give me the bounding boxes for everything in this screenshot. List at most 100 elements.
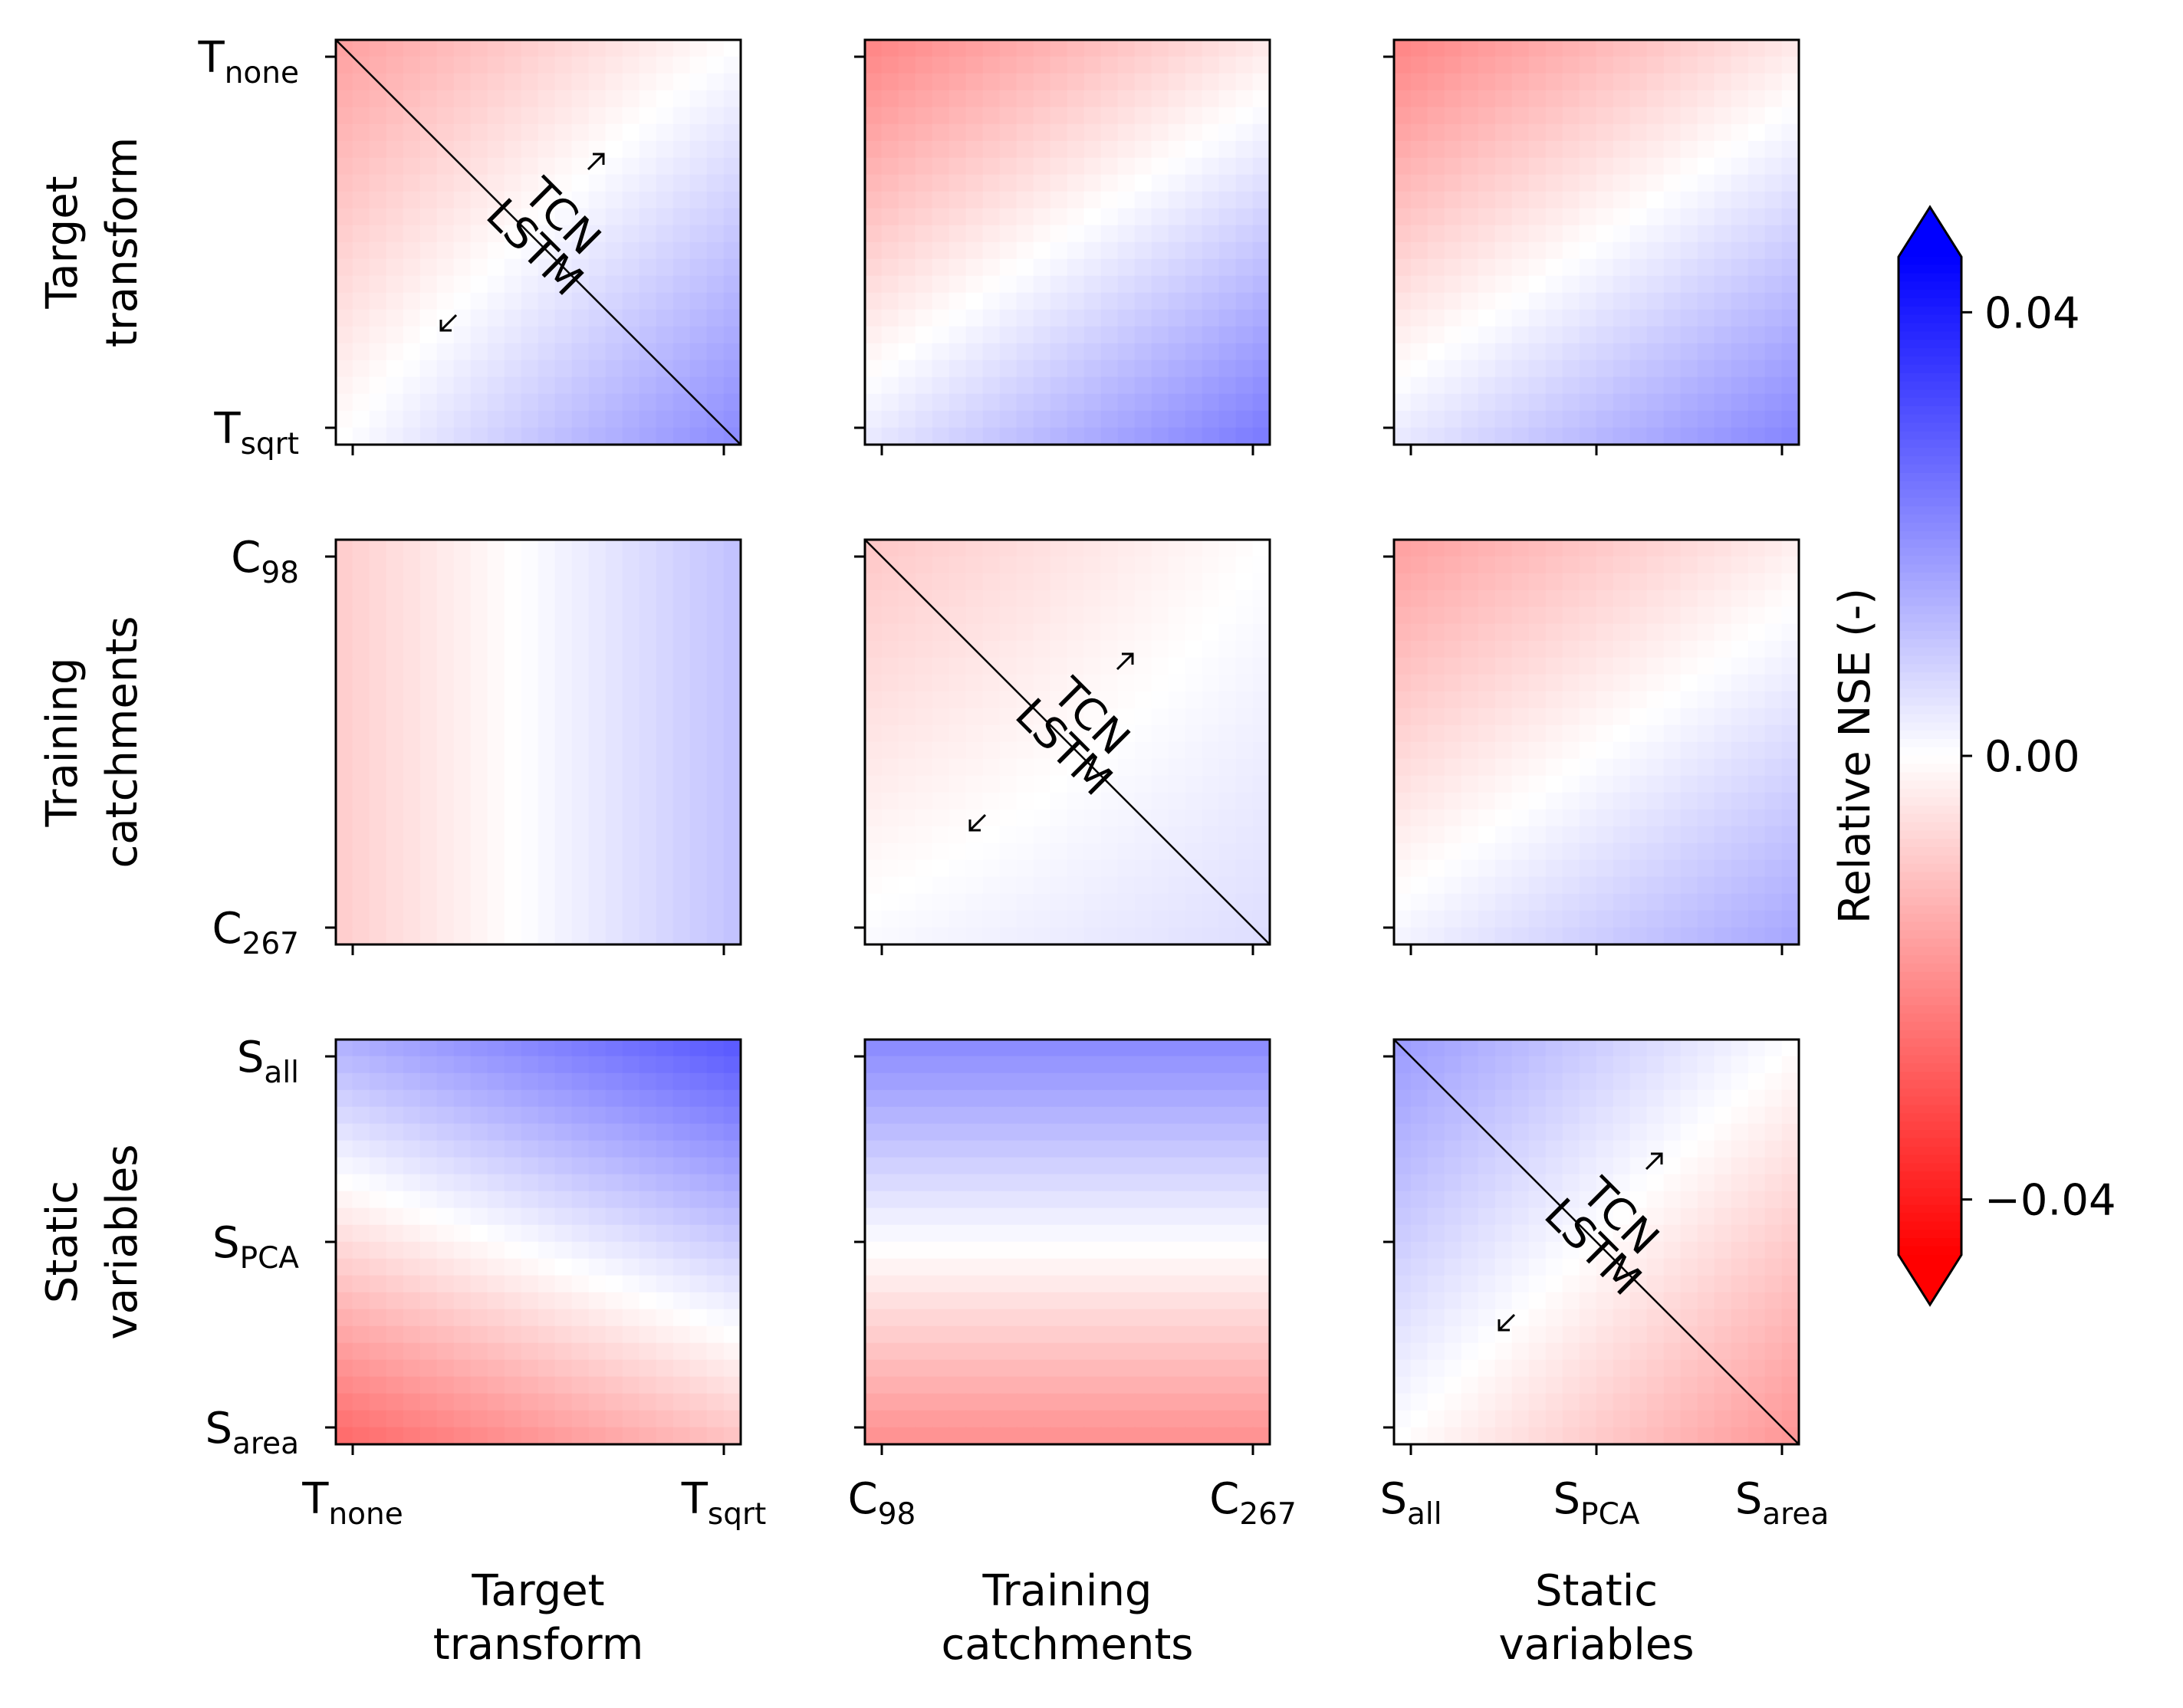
heatmap-cell [555,1276,573,1293]
heatmap-cell [865,911,883,928]
heatmap-cell [656,725,674,743]
heatmap-cell [538,124,556,142]
heatmap-cell [538,793,556,810]
heatmap-cell [471,928,488,945]
heatmap-cell [1236,90,1254,108]
heatmap-cell [1512,1073,1530,1091]
heatmap-cell [1664,1191,1682,1209]
heatmap-cell [488,343,505,361]
heatmap-cell [916,276,933,294]
heatmap-cell [386,1141,404,1158]
heatmap-cell [521,877,539,895]
heatmap-cell [454,793,472,810]
heatmap-cell [1782,573,1800,591]
heatmap-cell [882,759,899,777]
heatmap-cell [1428,141,1445,159]
heatmap-cell [437,911,455,928]
heatmap-cell [521,540,539,557]
heatmap-cell [1698,742,1715,760]
heatmap-cell [1664,377,1682,395]
heatmap-cell [1253,1208,1271,1226]
heatmap-cell [1118,1292,1136,1310]
heatmap-cell [488,57,505,74]
heatmap-cell [1411,276,1428,294]
heatmap-cell [353,1394,370,1411]
heatmap-cell [1529,1107,1547,1125]
heatmap-cell [1101,124,1119,142]
heatmap-cell [1664,826,1682,844]
heatmap-cell [454,327,472,344]
heatmap-cell [1478,843,1496,861]
heatmap-cell [1185,1326,1203,1344]
heatmap-cell [1445,641,1462,659]
heatmap-cell [966,607,984,625]
heatmap-cell [1253,327,1271,344]
heatmap-cell [1000,793,1018,810]
heatmap-cell [572,1124,590,1141]
heatmap-cell [1017,293,1034,310]
heatmap-cell [1067,1411,1085,1428]
heatmap-cell [1067,209,1085,226]
heatmap-cell [471,793,488,810]
heatmap-cell [1630,641,1648,659]
heatmap-cell [1253,911,1271,928]
heatmap-cell [606,192,623,209]
heatmap-cell [572,40,590,57]
heatmap-cell [1461,759,1479,777]
heatmap-cell [639,1040,657,1057]
heatmap-cell [865,40,883,57]
heatmap-cell [521,40,539,57]
heatmap-cell [707,1259,725,1276]
heatmap-cell [1202,57,1220,74]
heatmap-cell [1647,360,1665,378]
heatmap-cell [1135,141,1152,159]
heatmap-cell [1782,74,1800,91]
heatmap-cell [1000,259,1018,277]
heatmap-cell [724,1158,741,1175]
heatmap-cell [1000,691,1018,709]
heatmap-cell [983,1208,1001,1226]
heatmap-cell [1529,860,1547,878]
heatmap-cell [538,1411,556,1428]
heatmap-cell [521,725,539,743]
heatmap-cell [521,658,539,675]
heatmap-cell [1152,725,1169,743]
heatmap-cell [1152,428,1169,445]
heatmap-cell [865,573,883,591]
heatmap-cell [1236,1259,1254,1276]
heatmap-cell [1185,607,1203,625]
heatmap-cell [1236,192,1254,209]
heatmap-cell [386,708,404,726]
heatmap-cell [1461,894,1479,911]
heatmap-cell [1495,1090,1513,1108]
heatmap-cell [1698,624,1715,642]
heatmap-cell [1034,242,1051,260]
heatmap-cell [1236,1073,1254,1091]
heatmap-cell [1253,1040,1271,1057]
heatmap-cell [623,293,640,310]
heatmap-cell [1394,624,1412,642]
heatmap-cell [336,675,353,692]
heatmap-cell [606,1158,623,1175]
heatmap-cell [1169,691,1186,709]
heatmap-cell [1731,793,1749,810]
heatmap-cell [1253,776,1271,793]
heatmap-cell [1202,675,1220,692]
heatmap-cell [639,293,657,310]
heatmap-cell [1478,826,1496,844]
heatmap-cell [1394,1191,1412,1209]
heatmap-cell [899,1427,916,1445]
heatmap-cell [437,107,455,125]
heatmap-cell [353,607,370,625]
heatmap-cell [865,74,883,91]
heatmap-cell [521,107,539,125]
heatmap-cell [437,57,455,74]
heatmap-cell [983,107,1001,125]
heatmap-cell [1152,742,1169,760]
heatmap-cell [370,293,387,310]
heatmap-cell [656,428,674,445]
heatmap-cell [1495,877,1513,895]
heatmap-cell [471,310,488,327]
heatmap-cell [1067,141,1085,159]
heatmap-cell [1034,1158,1051,1175]
